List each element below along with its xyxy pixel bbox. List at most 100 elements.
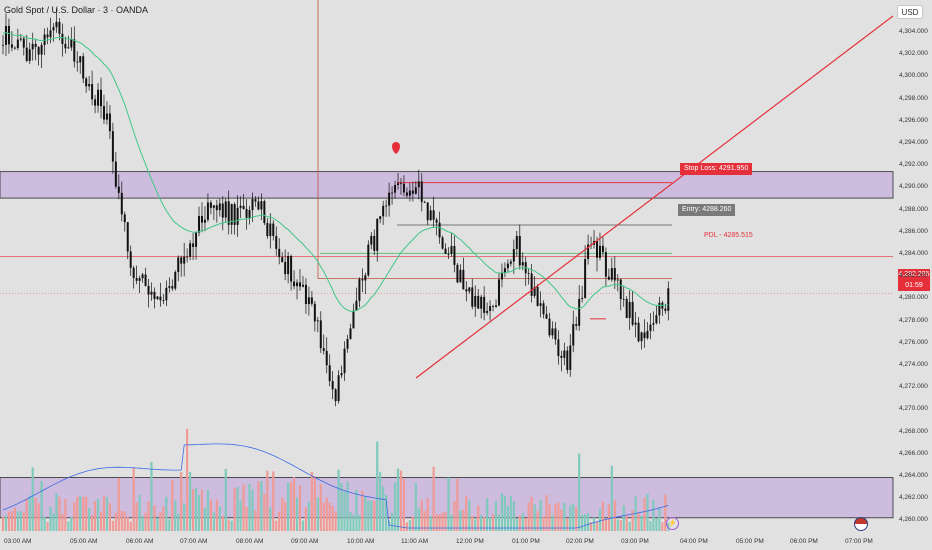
candle-body — [521, 262, 524, 266]
volume-bar — [619, 520, 622, 531]
candle-body — [628, 301, 631, 318]
volume-bar — [319, 484, 322, 531]
candle-body — [239, 205, 242, 208]
candle-body — [340, 373, 343, 376]
candle-body — [667, 288, 670, 311]
volume-bar — [447, 477, 450, 531]
candle-body — [16, 39, 19, 48]
volume-ma-line — [2, 443, 669, 529]
volume-bar — [604, 518, 608, 531]
volume-bar — [379, 471, 382, 531]
volume-bar — [82, 496, 85, 531]
lightning-icon[interactable]: ⚡ — [666, 517, 679, 530]
candle-body — [610, 268, 613, 280]
volume-bar — [358, 514, 361, 531]
price-axis-label: 4,276.000 — [899, 338, 928, 346]
volume-bar — [40, 480, 43, 531]
stop-loss-label[interactable]: Stop Loss: 4291.950 — [680, 163, 753, 175]
volume-bar — [67, 521, 70, 531]
candle-body — [643, 332, 646, 339]
volume-bar — [99, 511, 103, 531]
candle-body — [10, 44, 13, 48]
volume-bar — [581, 515, 584, 531]
candle-body — [376, 219, 379, 251]
volume-bar — [212, 512, 215, 531]
candle-body — [503, 268, 506, 273]
candle-body — [388, 192, 391, 206]
candle-body — [429, 210, 432, 221]
volume-bar — [304, 507, 308, 531]
candle-body — [601, 245, 604, 253]
candle-body — [379, 216, 382, 220]
candle-body — [192, 243, 195, 247]
volume-bar — [159, 512, 162, 531]
volume-bar — [117, 477, 120, 531]
currency-button[interactable]: USD — [897, 5, 923, 19]
volume-bar — [405, 522, 409, 531]
volume-bar — [22, 512, 25, 531]
volume-bar — [292, 477, 296, 531]
candle-body — [432, 210, 435, 220]
candle-body — [367, 244, 370, 276]
volume-bar — [548, 504, 551, 531]
volume-bar — [652, 499, 655, 531]
candle-body — [548, 318, 551, 336]
candle-body — [563, 350, 566, 358]
volume-bar — [462, 509, 465, 531]
volume-bar — [610, 465, 613, 531]
us-flag-icon[interactable] — [854, 517, 868, 531]
volume-bar — [254, 510, 257, 531]
candle-body — [58, 21, 61, 34]
volume-bar — [102, 495, 106, 531]
volume-bar — [96, 498, 100, 531]
candle-body — [7, 25, 10, 45]
candle-body — [604, 252, 607, 277]
volume-bar — [655, 518, 658, 531]
candle-body — [37, 46, 40, 55]
volume-bar — [260, 481, 263, 531]
candle-body — [224, 201, 227, 218]
candle-body — [492, 306, 495, 307]
price-axis-label: 4,290.000 — [899, 183, 928, 191]
candle-body — [275, 236, 278, 249]
volume-bar — [55, 493, 58, 531]
candle-body — [480, 296, 483, 309]
volume-bar — [551, 515, 554, 531]
candle-body — [530, 273, 533, 296]
current-price-tag: 4,282.295 01:59 — [898, 269, 930, 291]
volume-bar — [325, 497, 328, 531]
candle-body — [129, 251, 132, 268]
candle-body — [198, 216, 201, 233]
volume-bar — [186, 428, 189, 531]
candle-body — [287, 255, 290, 275]
volume-bar — [349, 511, 352, 531]
time-axis-label: 07:00 PM — [845, 538, 873, 545]
volume-bar — [388, 520, 391, 531]
volume-bar — [242, 484, 245, 531]
volume-bar — [631, 510, 634, 531]
volume-bar — [76, 496, 79, 531]
candle-body — [358, 279, 361, 301]
candle-body — [587, 244, 590, 260]
volume-bar — [156, 517, 159, 531]
candle-body — [572, 324, 575, 346]
volume-bar — [402, 479, 406, 531]
price-axis-label: 4,304.000 — [899, 28, 928, 35]
candle-body — [646, 330, 649, 339]
candle-body — [551, 328, 554, 336]
entry-label[interactable]: Entry: 4288.260 — [678, 204, 736, 216]
volume-bar — [536, 511, 539, 531]
candle-body — [334, 389, 337, 402]
candle-body — [512, 249, 515, 262]
volume-bar — [459, 510, 462, 531]
candle-body — [22, 38, 25, 48]
time-axis-label: 06:00 PM — [790, 538, 818, 545]
candle-body — [331, 381, 334, 390]
volume-bar — [138, 494, 141, 531]
volume-bar — [85, 496, 88, 531]
candle-body — [13, 47, 16, 49]
supply-zone — [0, 171, 894, 199]
price-axis-label: 4,278.000 — [899, 316, 928, 324]
candle-body — [489, 306, 492, 312]
